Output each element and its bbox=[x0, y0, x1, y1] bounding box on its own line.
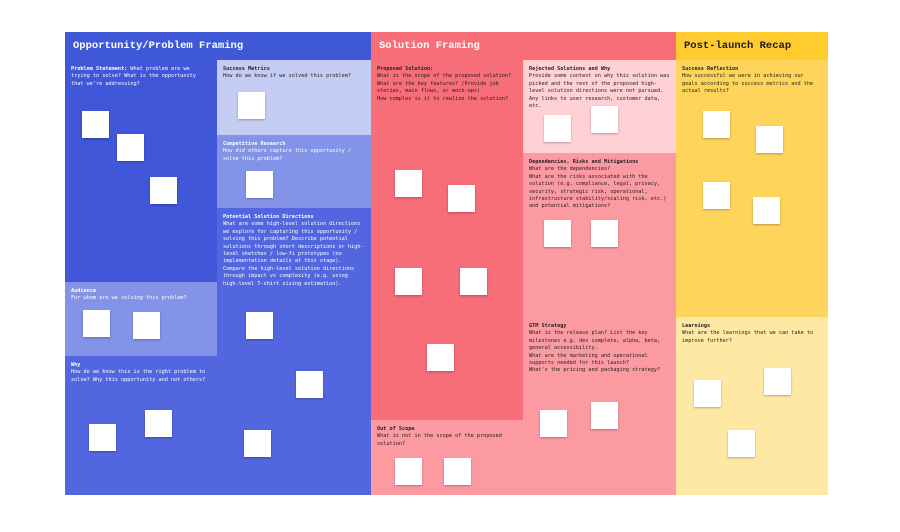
section-description: What are some high-level solution direct… bbox=[223, 221, 364, 287]
section-description: How did others capture this opportunity … bbox=[223, 148, 352, 162]
sticky-note[interactable] bbox=[395, 458, 422, 485]
sticky-note[interactable] bbox=[238, 92, 265, 119]
section-why: Why How do we know this is the right pro… bbox=[65, 356, 217, 495]
section-title: Competitive Research bbox=[223, 141, 286, 147]
section-competitive-research: Competitive Research How did others capt… bbox=[217, 135, 371, 208]
section-description: How successful we were in achieving our … bbox=[682, 73, 814, 95]
sticky-note[interactable] bbox=[395, 268, 422, 295]
section-title: Out of Scope bbox=[377, 426, 415, 432]
sticky-note[interactable] bbox=[89, 424, 116, 451]
section-description: What is the scope of the proposed soluti… bbox=[377, 73, 512, 102]
sticky-note[interactable] bbox=[544, 115, 571, 142]
section-description: What are the dependencies? What are the … bbox=[529, 166, 667, 210]
sticky-note[interactable] bbox=[83, 310, 110, 337]
section-title: Why bbox=[71, 362, 81, 368]
section-title: Rejected Solutions and Why bbox=[529, 66, 611, 72]
section-success-reflection: Success Reflection How successful we wer… bbox=[676, 60, 828, 317]
sticky-note[interactable] bbox=[544, 220, 571, 247]
column-header-solution: Solution Framing bbox=[371, 32, 676, 60]
section-description: What is not in the scope of the proposed… bbox=[377, 433, 502, 447]
section-title: Proposed Solution: bbox=[377, 66, 434, 72]
sticky-note[interactable] bbox=[591, 106, 618, 133]
sticky-note[interactable] bbox=[427, 344, 454, 371]
section-potential-solutions: Potential Solution Directions What are s… bbox=[217, 208, 371, 495]
sticky-note[interactable] bbox=[591, 402, 618, 429]
section-description: How do we know this is the right problem… bbox=[71, 369, 206, 383]
section-title: Success Reflection bbox=[682, 66, 739, 72]
sticky-note[interactable] bbox=[448, 185, 475, 212]
column-header-opportunity: Opportunity/Problem Framing bbox=[65, 32, 371, 60]
section-description: What problem are we trying to solve? Wha… bbox=[71, 66, 196, 87]
sticky-note[interactable] bbox=[133, 312, 160, 339]
section-problem-statement: Problem Statement: What problem are we t… bbox=[65, 60, 217, 282]
sticky-note[interactable] bbox=[540, 410, 567, 437]
sticky-note[interactable] bbox=[246, 312, 273, 339]
sticky-note[interactable] bbox=[117, 134, 144, 161]
sticky-note[interactable] bbox=[703, 182, 730, 209]
sticky-note[interactable] bbox=[756, 126, 783, 153]
section-title: GTM Strategy bbox=[529, 323, 567, 329]
sticky-note[interactable] bbox=[591, 220, 618, 247]
sticky-note[interactable] bbox=[150, 177, 177, 204]
sticky-note[interactable] bbox=[703, 111, 730, 138]
section-title: Success Metrics bbox=[223, 66, 270, 72]
section-title: Potential Solution Directions bbox=[223, 214, 314, 220]
section-description: For whom are we solving this problem? bbox=[71, 295, 187, 302]
column-header-post-launch: Post-launch Recap bbox=[676, 32, 828, 60]
sticky-note[interactable] bbox=[728, 430, 755, 457]
sticky-note[interactable] bbox=[145, 410, 172, 437]
section-description: How do we know if we solved this problem… bbox=[223, 73, 352, 80]
sticky-note[interactable] bbox=[395, 170, 422, 197]
section-title: Learnings bbox=[682, 323, 711, 329]
sticky-note[interactable] bbox=[764, 368, 791, 395]
section-title: Dependencies, Risks and Mitigations bbox=[529, 159, 639, 165]
sticky-note[interactable] bbox=[246, 171, 273, 198]
section-description: Provide some context on why this solutio… bbox=[529, 73, 670, 110]
sticky-note[interactable] bbox=[753, 197, 780, 224]
sticky-note[interactable] bbox=[694, 380, 721, 407]
sticky-note[interactable] bbox=[444, 458, 471, 485]
section-description: What is the release plan? List the key m… bbox=[529, 330, 661, 374]
section-success-metrics: Success Metrics How do we know if we sol… bbox=[217, 60, 371, 135]
sticky-note[interactable] bbox=[244, 430, 271, 457]
sticky-note[interactable] bbox=[296, 371, 323, 398]
section-title: Problem Statement: bbox=[71, 66, 128, 72]
sticky-note[interactable] bbox=[82, 111, 109, 138]
section-title: Audience bbox=[71, 288, 96, 294]
sticky-note[interactable] bbox=[460, 268, 487, 295]
section-description: What are the learnings that we can take … bbox=[682, 330, 814, 344]
